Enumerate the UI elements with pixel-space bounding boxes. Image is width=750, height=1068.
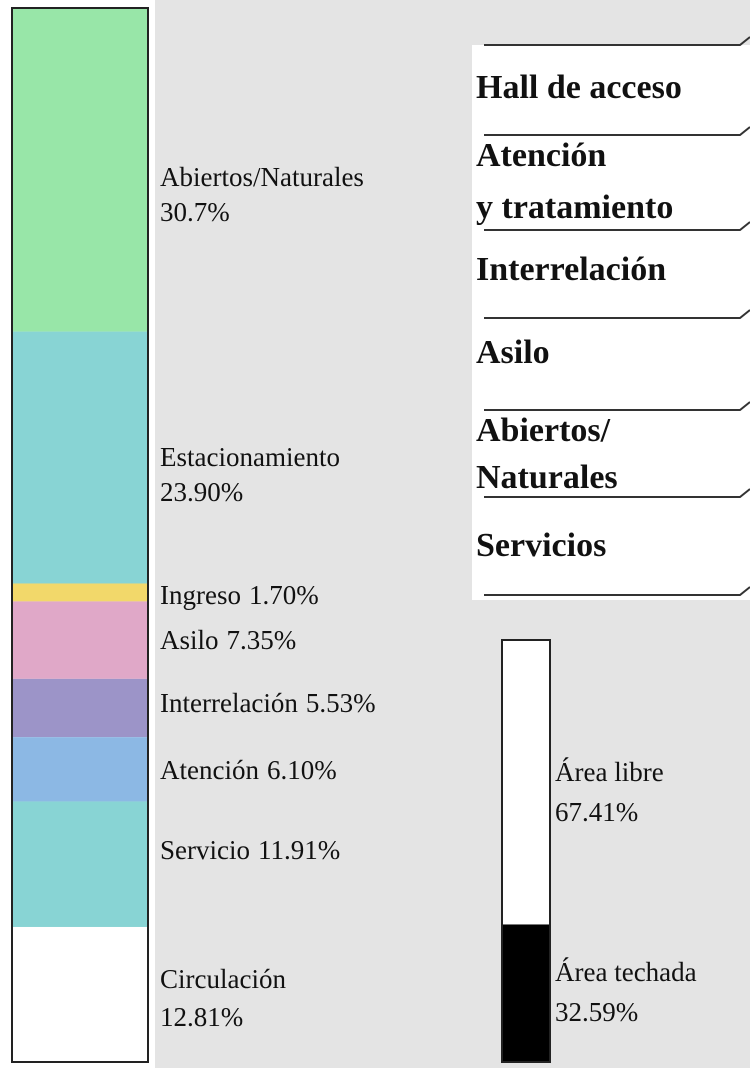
segment-label: Estacionamiento [160,442,340,472]
value-label: 6.10% [267,755,337,785]
value-label: 11.91% [258,835,340,865]
segment-label: Asilo 7.35% [160,625,296,655]
program-item: Hall de acceso [476,69,682,106]
separator [484,36,750,46]
segment-label: Atención 6.10% [160,755,337,785]
segment-label: Abiertos/Naturales [160,162,364,192]
value-label: 1.70% [249,580,319,610]
program-item: Asilo [476,334,550,371]
program-item: Atención [476,137,606,174]
program-item: Interrelación [476,251,666,288]
segment-label: Circulación [160,964,286,994]
segment-label: Área techada [555,957,697,987]
value-label: 5.53% [306,688,376,718]
value-label: 32.59% [555,997,638,1027]
bar-segment [502,640,550,925]
segment-label: Interrelación 5.53% [160,688,376,718]
separator [484,309,750,319]
category-name: Asilo [160,625,219,655]
program-item: Abiertos/ [476,412,611,449]
program-item: y tratamiento [476,189,673,226]
bar-segment [12,737,148,802]
value-label: 12.81% [160,1002,243,1032]
program-box [472,45,750,600]
bar-segment [502,924,550,1062]
separator [484,221,750,231]
bar-segment [12,801,148,927]
value-label: 7.35% [227,625,297,655]
value-label: 23.90% [160,477,243,507]
category-name: Atención [160,755,259,785]
bar-outline [11,7,149,1063]
separator [484,401,750,411]
bar-segment [12,601,148,679]
separator [484,126,750,136]
program-item: Naturales [476,459,618,496]
separator [484,586,750,596]
category-name: Ingreso [160,580,241,610]
segment-label: Servicio 11.91% [160,835,340,865]
bar-segment [12,8,148,332]
category-name: Interrelación [160,688,298,718]
value-label: 30.7% [160,197,230,227]
separator [484,488,750,498]
value-label: 67.41% [555,797,638,827]
segment-label: Área libre [555,757,664,787]
bar-segment [12,926,148,1062]
category-name: Servicio [160,835,250,865]
bar-outline [501,639,551,1063]
program-item: Servicios [476,527,606,564]
bar-segment [12,678,148,738]
bar-segment [12,583,148,602]
segment-label: Ingreso 1.70% [160,580,319,610]
bar-segment [12,331,148,584]
